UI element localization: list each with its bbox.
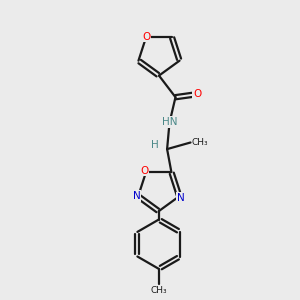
Text: O: O: [142, 32, 150, 41]
Text: N: N: [177, 193, 184, 203]
Text: O: O: [193, 89, 201, 99]
Text: O: O: [140, 166, 148, 176]
Text: CH₃: CH₃: [192, 138, 208, 147]
Text: H: H: [151, 140, 158, 151]
Text: N: N: [133, 191, 140, 201]
Text: CH₃: CH₃: [150, 286, 167, 295]
Text: HN: HN: [162, 117, 177, 127]
